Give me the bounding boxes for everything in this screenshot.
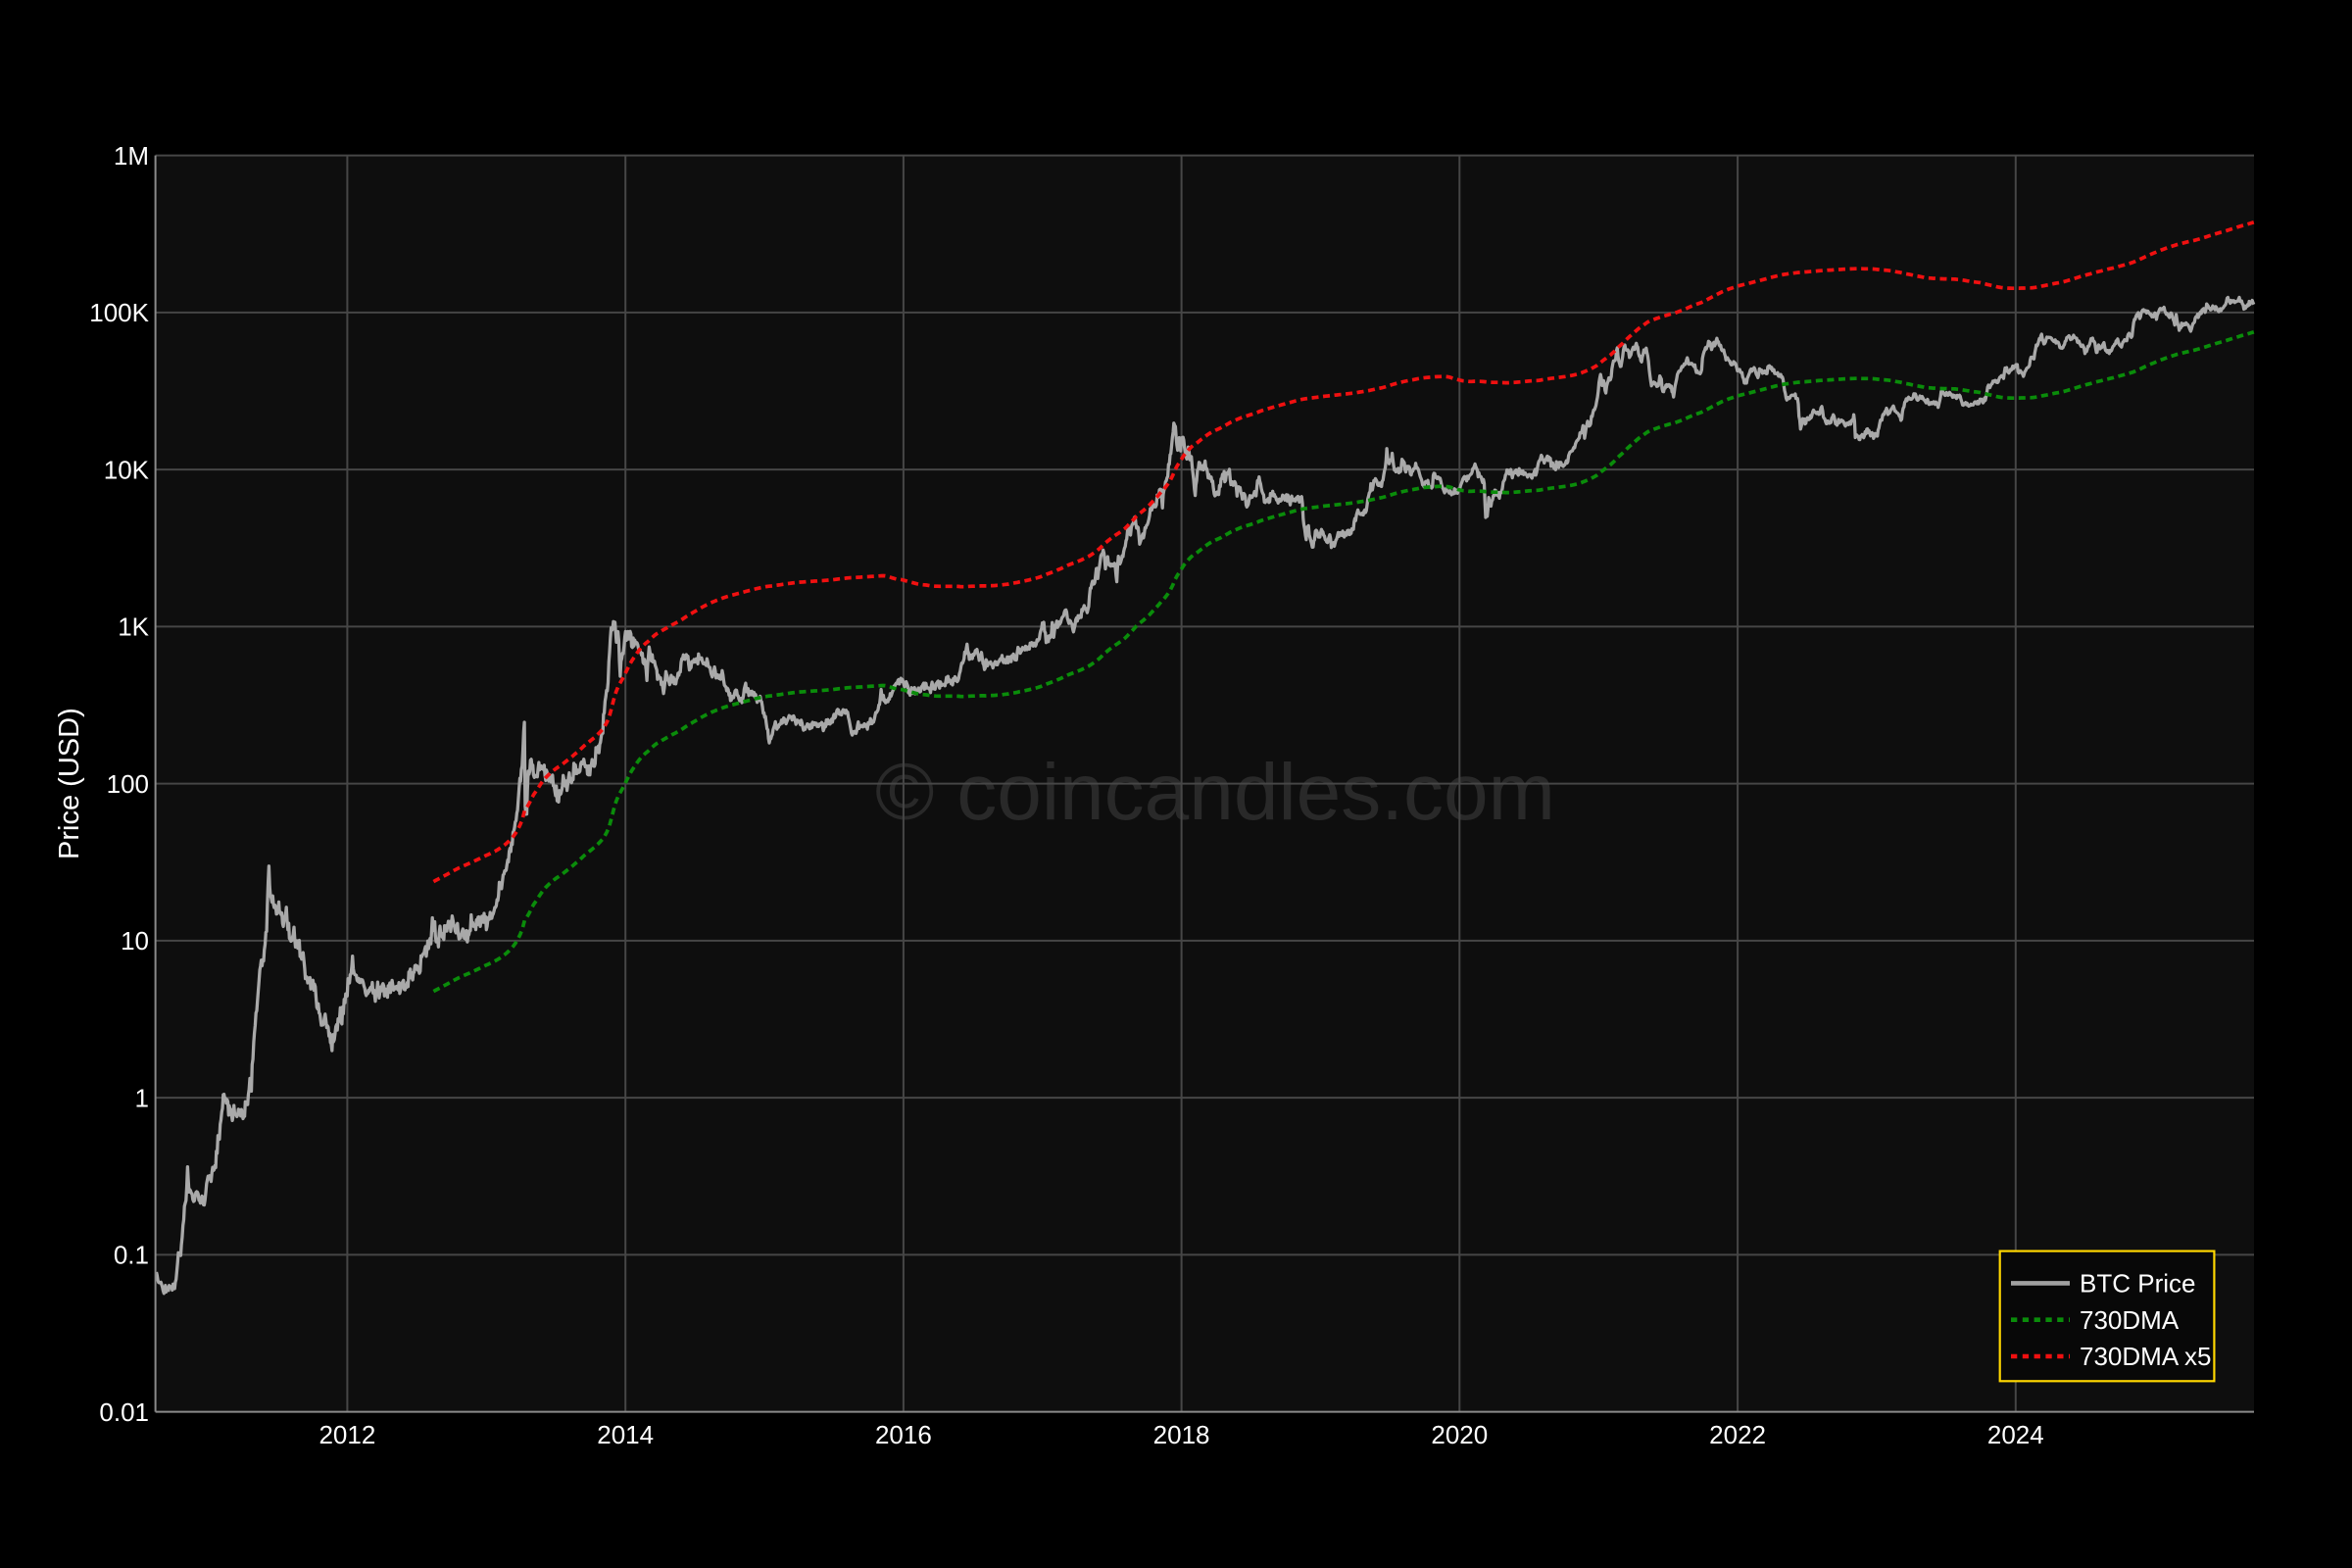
svg-text:100: 100 xyxy=(107,769,149,799)
svg-text:Price (USD): Price (USD) xyxy=(54,708,85,859)
svg-text:© coincandles.com: © coincandles.com xyxy=(875,748,1555,837)
svg-text:2022: 2022 xyxy=(1709,1420,1766,1449)
svg-text:2016: 2016 xyxy=(875,1420,932,1449)
svg-text:0.01: 0.01 xyxy=(99,1397,149,1427)
svg-text:BTC Price: BTC Price xyxy=(2080,1269,2195,1298)
svg-text:10K: 10K xyxy=(104,455,150,484)
svg-text:2012: 2012 xyxy=(318,1420,375,1449)
svg-text:1M: 1M xyxy=(114,141,149,171)
svg-text:10: 10 xyxy=(121,926,149,956)
svg-text:730DMA x5: 730DMA x5 xyxy=(2080,1342,2211,1371)
svg-text:2024: 2024 xyxy=(1987,1420,2044,1449)
svg-text:100K: 100K xyxy=(89,298,149,327)
svg-text:1: 1 xyxy=(135,1083,149,1112)
svg-text:2018: 2018 xyxy=(1153,1420,1210,1449)
svg-text:0.1: 0.1 xyxy=(114,1241,149,1270)
svg-text:1K: 1K xyxy=(118,612,149,642)
svg-text:2014: 2014 xyxy=(597,1420,654,1449)
svg-text:730DMA: 730DMA xyxy=(2080,1305,2180,1335)
svg-text:2020: 2020 xyxy=(1431,1420,1488,1449)
